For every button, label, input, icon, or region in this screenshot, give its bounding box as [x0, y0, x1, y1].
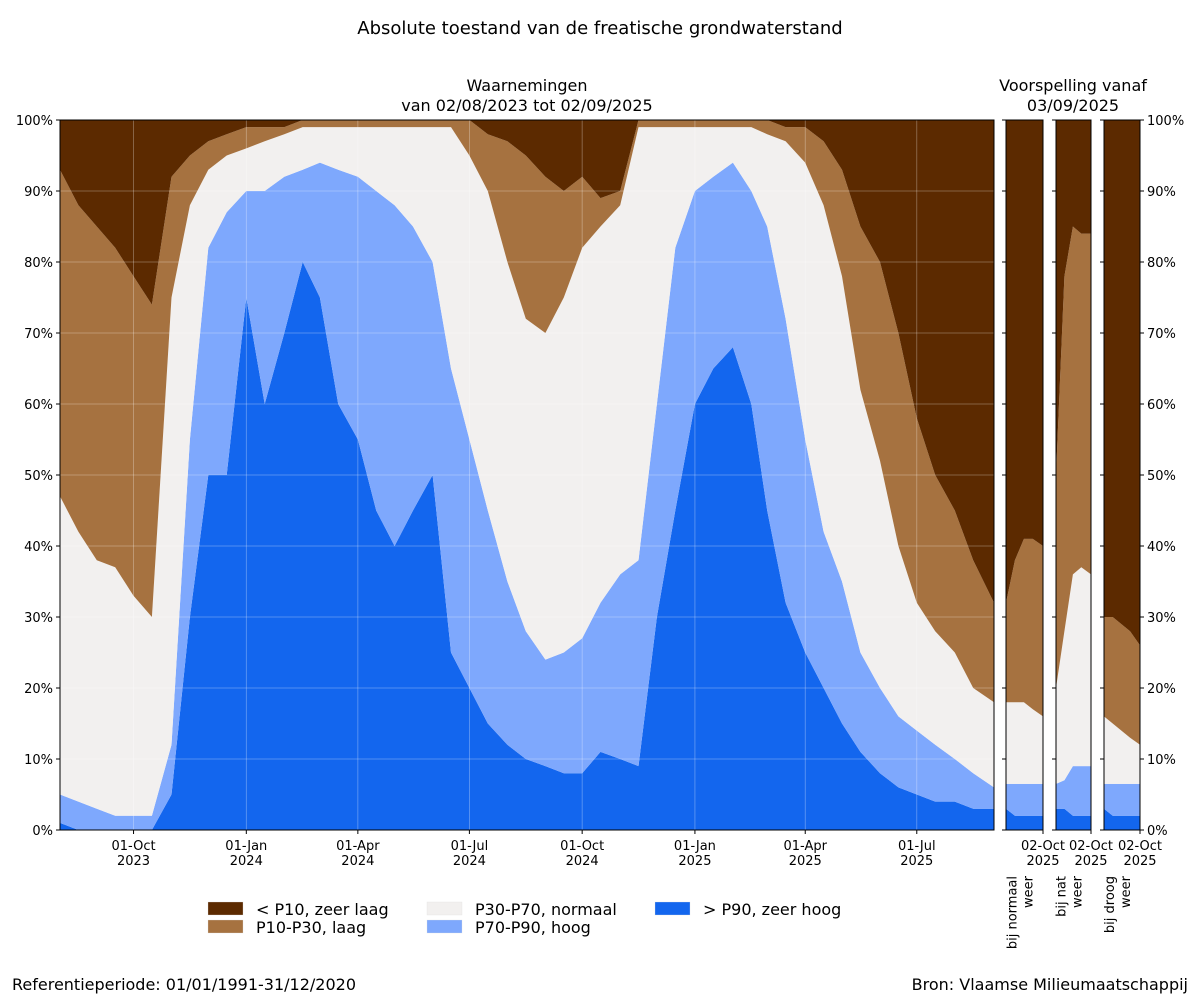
y-tick-label: 90%	[1147, 185, 1176, 200]
y-tick-label: 0%	[32, 824, 53, 839]
panel-label: bij droogweer	[1103, 875, 1134, 933]
y-tick-label: 40%	[24, 540, 53, 555]
area	[60, 262, 994, 830]
y-tick-label: 40%	[1147, 540, 1176, 555]
y-tick-label: 100%	[16, 114, 53, 129]
area	[1006, 120, 1043, 603]
area	[60, 120, 994, 703]
area	[1104, 716, 1140, 784]
forecast-title: Voorspelling vanaf 03/09/2025	[999, 76, 1147, 115]
y-tick-label: 70%	[1147, 327, 1176, 342]
footer-left: Referentieperiode: 01/01/1991-31/12/2020	[12, 975, 356, 994]
area	[1056, 120, 1091, 475]
area	[1104, 783, 1140, 816]
panel-title: bij normaalweer	[1006, 875, 1037, 949]
y-tick-label: 0%	[1147, 824, 1168, 839]
x-tick-label: 02-Oct 2025	[1118, 839, 1162, 869]
area	[60, 127, 994, 816]
x-tick-label: 01-Jul 2025	[898, 839, 936, 869]
x-tick-label: 01-Oct 2024	[560, 839, 604, 869]
x-tick-label: 02-Oct 2025	[1021, 839, 1065, 869]
y-tick-label: 30%	[24, 611, 53, 626]
legend-swatch	[426, 919, 463, 934]
legend-label: < P10, zeer laag	[256, 900, 389, 919]
y-tick-label: 90%	[24, 185, 53, 200]
x-tick-label: 01-Apr 2025	[784, 839, 828, 869]
legend-swatch	[426, 901, 463, 916]
legend-label: P10-P30, laag	[256, 918, 366, 937]
chart-title: Waarnemingen van 02/08/2023 tot 02/09/202…	[401, 76, 652, 115]
footer-right: Bron: Vlaamse Milieumaatschappij	[912, 975, 1188, 994]
y-tick-label: 10%	[24, 753, 53, 768]
plot-frame	[1103, 119, 1141, 831]
y-tick-label: 60%	[24, 398, 53, 413]
y-tick-label: 80%	[24, 256, 53, 271]
area	[1006, 783, 1043, 816]
y-tick-label: 70%	[24, 327, 53, 342]
plot-frame	[1005, 119, 1044, 831]
legend-label: > P90, zeer hoog	[703, 900, 841, 919]
area	[1056, 567, 1091, 784]
area	[1104, 617, 1140, 745]
area	[1006, 538, 1043, 717]
area	[60, 162, 994, 831]
area	[1104, 120, 1140, 646]
panel-title: bij droogweer	[1103, 875, 1134, 933]
legend-label: P30-P70, normaal	[475, 900, 617, 919]
y-tick-label: 80%	[1147, 256, 1176, 271]
plot-frame	[1055, 119, 1092, 831]
x-tick-label: 02-Oct 2025	[1069, 839, 1113, 869]
y-tick-label: 50%	[24, 469, 53, 484]
area	[1056, 226, 1091, 688]
y-tick-label: 10%	[1147, 753, 1176, 768]
x-tick-label: 01-Apr 2024	[336, 839, 380, 869]
legend-swatch	[654, 901, 691, 916]
x-tick-label: 01-Oct 2023	[112, 839, 156, 869]
y-tick-label: 30%	[1147, 611, 1176, 626]
area	[1104, 808, 1140, 830]
panel-label: bij natweer	[1055, 875, 1086, 917]
y-tick-label: 50%	[1147, 469, 1176, 484]
x-tick-label: 01-Jan 2024	[225, 839, 267, 869]
legend-label: P70-P90, hoog	[475, 918, 591, 937]
y-tick-label: 100%	[1147, 114, 1184, 129]
panel-label: bij normaalweer	[1006, 875, 1037, 949]
x-tick-label: 01-Jan 2025	[674, 839, 716, 869]
area	[1006, 702, 1043, 784]
y-tick-label: 60%	[1147, 398, 1176, 413]
panel-title: bij natweer	[1055, 875, 1086, 917]
legend-swatch	[207, 919, 244, 934]
area	[1056, 808, 1091, 830]
area	[1006, 808, 1043, 830]
y-tick-label: 20%	[24, 682, 53, 697]
suptitle: Absolute toestand van de freatische gron…	[357, 18, 842, 39]
area	[1056, 766, 1091, 816]
area	[60, 120, 994, 603]
y-tick-label: 20%	[1147, 682, 1176, 697]
legend-swatch	[207, 901, 244, 916]
plot-frame	[59, 119, 995, 831]
x-tick-label: 01-Jul 2024	[451, 839, 489, 869]
